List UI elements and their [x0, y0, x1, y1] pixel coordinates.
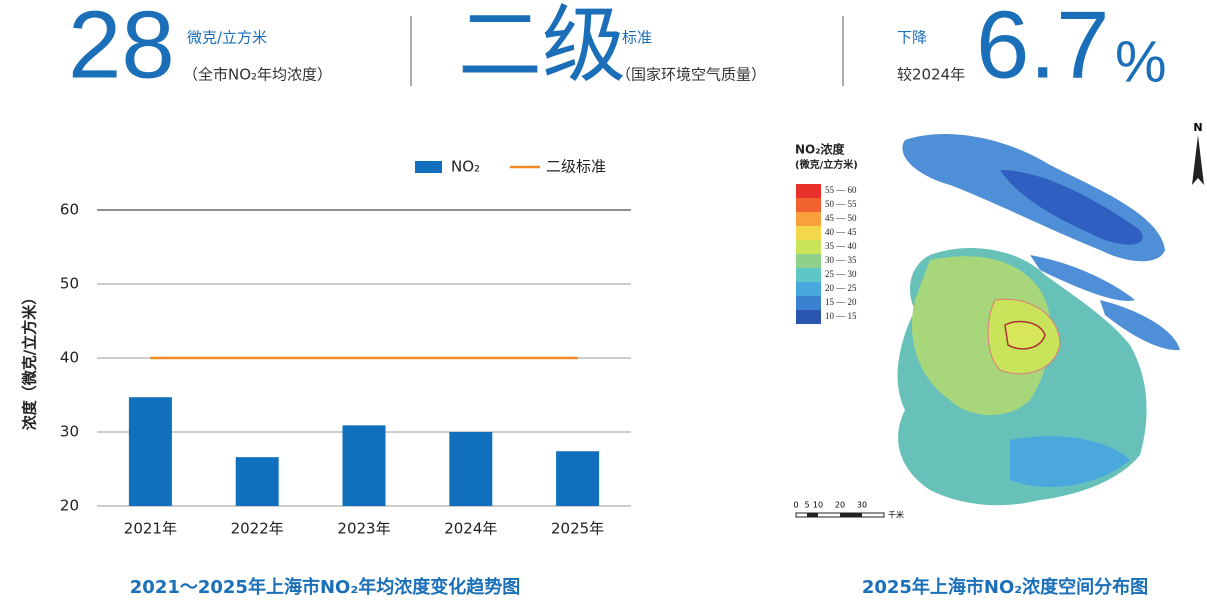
north-arrow [1192, 135, 1204, 185]
scale-label: 30 [857, 501, 867, 510]
x-tick-label: 2025年 [551, 520, 604, 538]
island [1100, 300, 1180, 351]
low-zone [1010, 436, 1130, 488]
legend-swatch [796, 310, 821, 324]
stat-note: 较2024年 [897, 66, 965, 84]
stat-unit: 微克/立方米 [187, 29, 267, 47]
legend-swatch [796, 254, 821, 268]
y-tick-label: 30 [60, 423, 79, 441]
scale-label: 20 [835, 501, 845, 510]
y-tick-label: 40 [60, 349, 79, 367]
bar [128, 397, 172, 506]
y-axis-label: 浓度（微克/立方米） [21, 290, 39, 430]
stat-note: （全市NO₂年均浓度） [183, 66, 332, 84]
chart: 20 30 40 50 60 2021年 2022年 2023年 2024年 2025年 NO₂ 二级… [60, 158, 631, 538]
scale-label: 10 [813, 501, 823, 510]
legend-swatch [796, 198, 821, 212]
bar [342, 425, 386, 506]
x-tick-label: 2022年 [231, 520, 284, 538]
stat-unit: % [1115, 29, 1167, 94]
map-legend-unit: (微克/立方米) [795, 158, 858, 171]
map-caption: 2025年上海市NO₂浓度空间分布图 [862, 576, 1148, 598]
bar [449, 432, 493, 506]
scale-bar [840, 513, 862, 517]
legend-swatch [796, 268, 821, 282]
stat-unit: 标准 [622, 29, 652, 47]
legend-swatch [796, 226, 821, 240]
map-legend-title: NO₂浓度 [795, 142, 846, 157]
legend-label: 20 — 25 [825, 283, 857, 293]
scale-label: 5 [804, 501, 809, 510]
core-zone [1004, 320, 1046, 350]
island [1030, 255, 1135, 301]
legend-label: 40 — 45 [825, 227, 857, 237]
legend-swatch [796, 184, 821, 198]
stat-value: 6.7 [976, 0, 1109, 98]
legend-label: 50 — 55 [825, 199, 857, 209]
scale-label: 0 [793, 501, 798, 510]
legend-label: 30 — 35 [825, 255, 857, 265]
legend-swatch [796, 240, 821, 254]
legend-label: 25 — 30 [825, 269, 857, 279]
bar [556, 451, 600, 506]
y-tick-label: 50 [60, 275, 79, 293]
scale-bar [807, 513, 818, 517]
high-zone [911, 256, 1051, 415]
legend-swatch [796, 282, 821, 296]
stat-note: （国家环境空气质量） [616, 66, 766, 84]
legend-label: 15 — 20 [825, 297, 857, 307]
legend-label: NO₂ [451, 158, 480, 176]
x-tick-label: 2023年 [337, 520, 390, 538]
x-tick-label: 2024年 [444, 520, 497, 538]
y-tick-label: 20 [60, 497, 79, 515]
island-core [1000, 170, 1143, 245]
north-label: N [1193, 121, 1202, 134]
legend-label: 35 — 40 [825, 241, 857, 251]
chart-caption: 2021～2025年上海市NO₂年均浓度变化趋势图 [130, 576, 520, 598]
bar [235, 457, 279, 506]
x-tick-label: 2021年 [124, 520, 177, 538]
legend-label: 二级标准 [546, 158, 606, 176]
legend-label: 55 — 60 [825, 185, 857, 195]
scale-unit: 千米 [888, 510, 904, 520]
legend-label: 45 — 50 [825, 213, 857, 223]
stat-value: 28 [68, 0, 175, 98]
legend-swatch [415, 161, 442, 173]
legend-label: 10 — 15 [825, 311, 857, 321]
stat-value: 二级 [458, 0, 626, 92]
stat-prefix: 下降 [897, 29, 927, 47]
legend-swatch [796, 296, 821, 310]
map: NO₂浓度 (微克/立方米) 55 — 60 50 — 55 45 — 50 40 —… [793, 121, 1204, 520]
legend-swatch [796, 212, 821, 226]
y-tick-label: 60 [60, 201, 79, 219]
